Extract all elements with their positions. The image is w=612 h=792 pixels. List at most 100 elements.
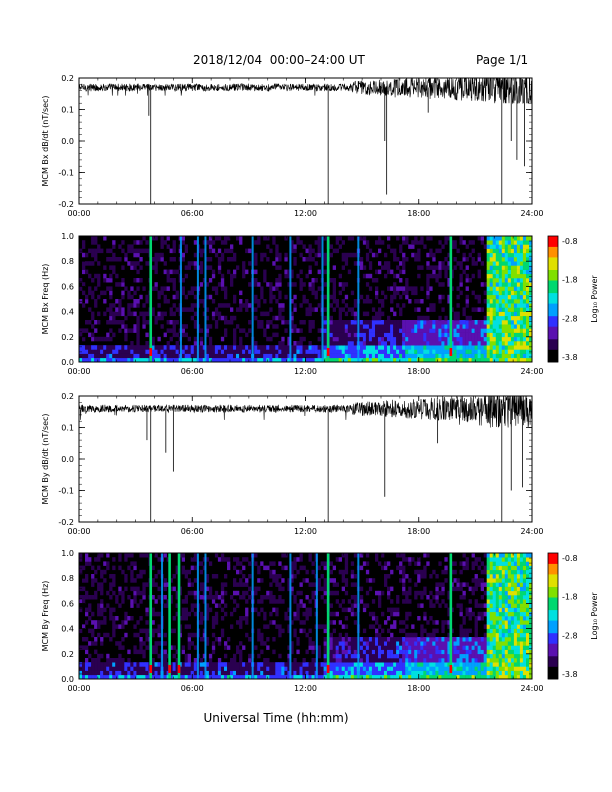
colorbar-segment	[548, 299, 558, 302]
spectrogram-cell	[465, 332, 469, 338]
spectrogram-cell	[127, 349, 131, 354]
spectrogram-cell	[260, 324, 264, 329]
spectrogram-cell	[375, 662, 379, 667]
spectrogram-cell	[365, 349, 370, 354]
spectrogram-cell	[411, 353, 415, 359]
spectrogram-cell	[387, 586, 391, 592]
spectrogram-cell	[371, 599, 376, 604]
spectrogram-cell	[408, 299, 412, 304]
spectrogram-cell	[130, 248, 134, 254]
spectrogram-cell	[365, 328, 370, 333]
spectrogram-cell	[332, 286, 336, 291]
spectrogram-cell	[399, 649, 403, 655]
spectrogram-cell	[375, 349, 379, 354]
spectrogram-hot-spot	[449, 348, 453, 356]
spectrogram-cell	[498, 645, 503, 650]
spectrogram-cell	[465, 336, 469, 342]
spectrogram-cell	[468, 611, 472, 617]
spectrogram-cell	[118, 674, 122, 680]
spectrogram-cell	[233, 257, 237, 262]
colorbar-tick-label: -1.8	[562, 276, 578, 285]
spectrogram-cell	[489, 345, 493, 350]
spectrogram-cell	[172, 282, 176, 287]
spectrogram-cell	[166, 582, 170, 587]
spectrogram-cell	[365, 252, 370, 258]
spectrogram-cell	[263, 353, 267, 359]
spectrogram-cell	[275, 257, 279, 262]
spectrogram-cell	[420, 569, 424, 575]
spectrogram-cell	[393, 349, 397, 354]
spectrogram-cell	[347, 353, 352, 359]
spectrogram-cell	[489, 649, 493, 655]
spectrogram-cell	[199, 666, 204, 671]
spectrogram-cell	[498, 273, 503, 279]
spectrogram-cell	[181, 252, 185, 258]
spectrogram-cell	[199, 662, 204, 667]
spectrogram-cell	[390, 666, 394, 671]
spectrogram-cell	[278, 653, 282, 659]
spectrogram-cell	[504, 299, 509, 304]
spectrogram-cell	[447, 649, 451, 655]
spectrogram-cell	[426, 294, 430, 300]
spectrogram-cell	[384, 265, 388, 270]
spectrogram-cell	[187, 578, 191, 583]
spectrogram-cell	[390, 624, 394, 629]
spectrogram-cell	[450, 341, 454, 346]
spectrogram-cell	[248, 248, 252, 254]
spectrogram-cell	[444, 332, 448, 338]
spectrogram-cell	[239, 307, 243, 312]
spectrogram-cell	[375, 290, 379, 296]
spectrogram-cell	[85, 611, 89, 617]
spectrogram-cell	[254, 353, 258, 359]
spectrogram-cell	[405, 611, 409, 617]
spectrogram-cell	[501, 248, 506, 254]
spectrogram-cell	[88, 561, 92, 566]
spectrogram-cell	[368, 349, 373, 354]
spectrogram-cell	[299, 670, 303, 676]
spectrogram-cell	[302, 620, 306, 625]
spectrogram-cell	[414, 324, 418, 329]
spectrogram-cell	[272, 574, 276, 579]
spectrogram-cell	[438, 590, 442, 596]
spectrogram-cell	[483, 299, 487, 304]
spectrogram-cell	[526, 248, 530, 254]
spectrogram-cell	[381, 611, 385, 617]
spectrogram-cell	[384, 637, 388, 642]
spectrogram-cell	[522, 261, 527, 266]
spectrogram-event-line	[204, 236, 207, 362]
spectrogram-cell	[432, 632, 436, 638]
spectrogram-cell	[130, 303, 134, 308]
spectrogram-cell	[335, 248, 339, 254]
spectrogram-cell	[408, 286, 412, 291]
spectrogram-cell	[489, 320, 493, 325]
colorbar-segment	[548, 259, 558, 262]
spectrogram-cell	[507, 261, 512, 266]
spectrogram-cell	[154, 282, 158, 287]
spectrogram-cell	[480, 324, 484, 329]
spectrogram-cell	[284, 236, 288, 241]
spectrogram-cell	[519, 290, 524, 296]
spectrogram-cell	[456, 324, 460, 329]
spectrogram-cell	[501, 278, 506, 283]
spectrogram-cell	[462, 641, 466, 646]
spectrogram-cell	[127, 670, 131, 676]
spectrogram-cell	[441, 353, 445, 359]
spectrogram-cell	[393, 670, 397, 676]
spectrogram-cell	[411, 290, 415, 296]
spectrogram-cell	[465, 320, 469, 325]
spectrogram-cell	[450, 286, 454, 291]
spectrogram-cell	[450, 307, 454, 312]
spectrogram-cell	[423, 590, 427, 596]
spectrogram-cell	[474, 637, 478, 642]
spectrogram-cell	[266, 320, 270, 325]
spectrogram-cell	[239, 653, 243, 659]
spectrogram-cell	[245, 349, 249, 354]
spectrogram-cell	[311, 645, 315, 650]
spectrogram-cell	[375, 269, 379, 275]
spectrogram-cell	[399, 628, 403, 634]
spectrogram-cell	[323, 320, 327, 325]
spectrogram-cell	[495, 311, 500, 317]
spectrogram-cell	[465, 611, 469, 617]
spectrogram-cell	[347, 649, 352, 655]
spectrogram-cell	[248, 357, 252, 363]
